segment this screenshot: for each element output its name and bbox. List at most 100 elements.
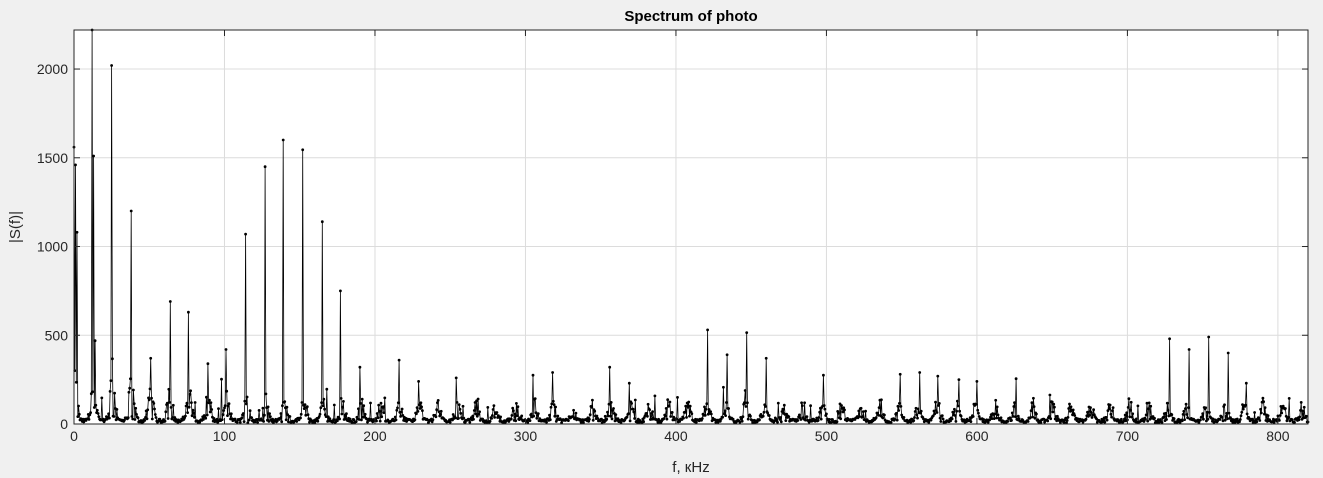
spectrum-point (889, 421, 893, 424)
spectrum-point (1017, 417, 1021, 421)
spectrum-point (721, 415, 724, 419)
spectrum-point (1089, 411, 1093, 414)
spectrum-point (436, 399, 440, 402)
spectrum-point (897, 409, 901, 412)
spectrum-point (113, 391, 116, 395)
spectrum-point (363, 412, 367, 416)
spectrum-point (1245, 412, 1249, 416)
spectrum-point (166, 417, 170, 420)
spectrum-point (595, 414, 599, 418)
spectrum-point (1263, 406, 1267, 409)
spectrum-point (582, 421, 585, 425)
spectrum-point (454, 376, 458, 380)
spectrum-point (706, 328, 709, 332)
spectrum-point (932, 409, 936, 413)
spectrum-point (108, 416, 111, 420)
spectrum-point (941, 417, 945, 421)
spectrum-point (435, 408, 439, 412)
spectrum-point (134, 406, 138, 410)
spectrum-point (1090, 416, 1094, 419)
spectrum-point (328, 417, 332, 421)
spectrum-point (937, 402, 941, 405)
spectrum-point (233, 417, 237, 421)
spectrum-point (669, 415, 673, 418)
spectrum-point (1280, 411, 1284, 415)
spectrum-point (670, 411, 674, 414)
spectrum-point (193, 415, 196, 419)
spectrum-point (202, 418, 205, 421)
spectrum-point (130, 415, 134, 418)
spectrum-point (588, 417, 591, 421)
spectrum-point (244, 232, 248, 236)
spectrum-point (476, 397, 480, 401)
x-tick-label: 500 (815, 428, 839, 444)
spectrum-point (724, 414, 727, 417)
spectrum-point (916, 416, 919, 420)
spectrum-point (229, 412, 233, 416)
spectrum-point (1162, 415, 1165, 419)
spectrum-point (1262, 400, 1265, 404)
spectrum-point (109, 379, 113, 383)
spectrum-point (226, 414, 229, 417)
spectrum-point (285, 405, 289, 409)
spectrum-point (1293, 421, 1296, 424)
spectrum-point (528, 419, 532, 422)
spectrum-point (899, 405, 903, 408)
spectrum-point (1186, 416, 1189, 420)
spectrum-point (434, 415, 438, 419)
spectrum-point (776, 401, 780, 405)
spectrum-point (915, 413, 919, 417)
y-tick-label: 0 (60, 416, 68, 432)
spectrum-point (320, 220, 324, 224)
spectrum-point (400, 407, 404, 411)
spectrum-point (918, 371, 922, 374)
spectrum-point (614, 413, 618, 416)
spectrum-point (898, 372, 902, 376)
spectrum-point (287, 420, 290, 424)
spectrum-point (186, 411, 190, 414)
spectrum-point (321, 404, 325, 408)
spectrum-point (1157, 421, 1161, 425)
spectrum-point (519, 417, 523, 420)
spectrum-point (132, 402, 136, 405)
spectrum-point (1056, 414, 1059, 418)
spectrum-point (1064, 416, 1068, 420)
spectrum-point (89, 392, 93, 396)
spectrum-point (107, 412, 110, 416)
spectrum-point (759, 413, 763, 416)
spectrum-point (935, 411, 939, 414)
spectrum-point (421, 409, 424, 412)
spectrum-point (1224, 415, 1228, 418)
spectrum-point (164, 410, 168, 414)
spectrum-point (520, 414, 524, 418)
spectrum-point (1199, 418, 1202, 422)
spectrum-point (1207, 335, 1211, 339)
spectrum-point (816, 419, 820, 422)
spectrum-point (153, 407, 156, 411)
spectrum-point (796, 419, 800, 422)
spectrum-point (1065, 421, 1068, 425)
spectrum-point (831, 418, 834, 421)
spectrum-point (676, 396, 679, 399)
spectrum-point (325, 387, 329, 391)
spectrum-point (488, 419, 492, 423)
spectrum-point (745, 331, 749, 334)
spectrum-point (1128, 415, 1132, 419)
spectrum-point (1055, 419, 1059, 423)
spectrum-point (299, 416, 302, 420)
spectrum-point (709, 410, 712, 413)
spectrum-point (375, 419, 378, 423)
spectrum-point (922, 420, 926, 424)
spectrum-point (877, 406, 881, 409)
spectrum-point (357, 407, 360, 411)
spectrum-point (603, 414, 607, 418)
spectrum-point (320, 401, 323, 404)
spectrum-point (190, 401, 193, 404)
spectrum-point (1108, 403, 1112, 407)
spectrum-point (912, 419, 916, 422)
spectrum-point (874, 416, 878, 420)
spectrum-point (376, 416, 380, 420)
spectrum-point (750, 418, 754, 422)
spectrum-point (222, 409, 226, 412)
spectrum-point (553, 414, 557, 418)
